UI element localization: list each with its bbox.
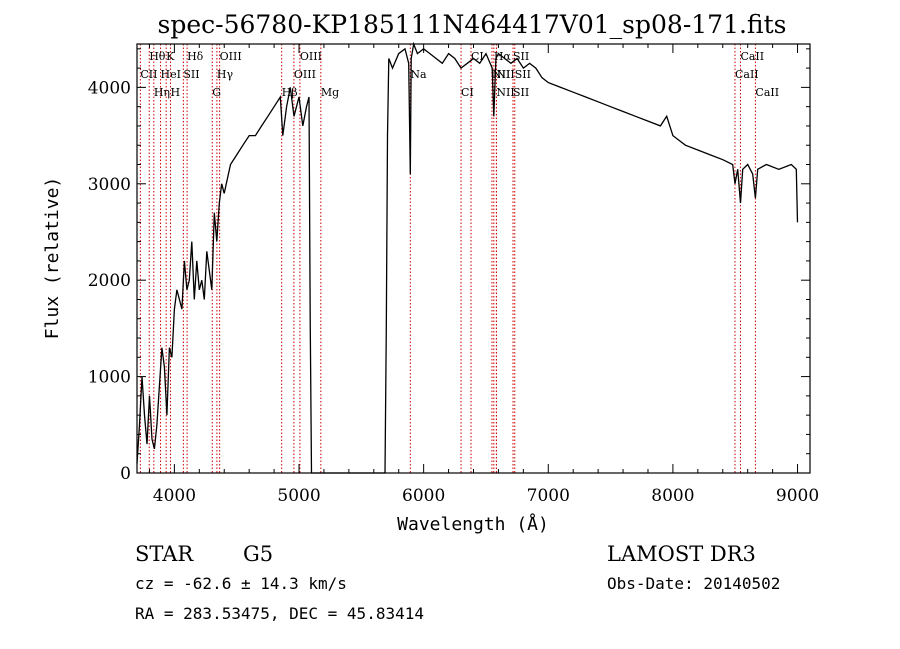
y-axis: 0 1000 2000 3000 4000	[88, 48, 810, 484]
line-marker-label: OIII	[220, 50, 242, 63]
line-marker-label: OIII	[300, 50, 322, 63]
line-marker-label: NII	[496, 68, 514, 81]
line-marker-label: Hθ	[149, 50, 166, 63]
line-marker-label: Mg	[321, 86, 339, 99]
x-tick-label: 6000	[402, 486, 445, 506]
object-subclass: G5	[243, 542, 273, 566]
x-axis-title: Wavelength (Å)	[397, 513, 549, 535]
line-marker-label: CaII	[740, 50, 764, 63]
line-marker-label: G	[212, 86, 221, 99]
line-marker-label: NII	[492, 68, 510, 81]
line-marker-label: SII	[515, 68, 531, 81]
survey-name: LAMOST DR3	[607, 542, 756, 566]
line-marker-label: CI	[461, 86, 474, 99]
y-tick-label: 3000	[88, 175, 131, 195]
line-marker-label: SII	[513, 50, 529, 63]
ra-dec-coordinates: RA = 283.53475, DEC = 45.83414	[135, 604, 424, 623]
line-marker-label: CII	[140, 68, 157, 81]
x-tick-label: 4000	[153, 486, 196, 506]
y-tick-label: 1000	[88, 368, 131, 388]
y-axis-title: Flux (relative)	[42, 177, 63, 340]
x-tick-label: 7000	[527, 486, 570, 506]
x-tick-label: 8000	[651, 486, 694, 506]
observation-date: Obs-Date: 20140502	[607, 574, 780, 593]
line-marker-label: K	[166, 50, 175, 63]
y-tick-label: 4000	[88, 78, 131, 98]
line-marker-label: HeI	[161, 68, 181, 81]
line-marker-label: CaII	[755, 86, 779, 99]
object-class: STAR	[135, 542, 194, 566]
y-tick-label: 2000	[88, 271, 131, 291]
plot-frame	[136, 43, 811, 474]
line-markers	[139, 44, 756, 473]
line-marker-label: Hη	[154, 86, 170, 99]
line-marker-label: SII	[513, 86, 529, 99]
line-marker-label: SII	[183, 68, 199, 81]
x-tick-label: 5000	[277, 486, 320, 506]
redshift-cz: cz = -62.6 ± 14.3 km/s	[135, 574, 347, 593]
x-tick-label: 9000	[776, 486, 819, 506]
line-marker-label: NII	[496, 86, 514, 99]
x-axis: 4000 5000 6000 7000 8000 9000	[148, 44, 819, 506]
line-marker-label: CaII	[735, 68, 759, 81]
line-marker-label: Na	[410, 68, 427, 81]
line-marker-label: Hδ	[187, 50, 204, 63]
y-tick-label: 0	[120, 464, 131, 484]
chart-title: spec-56780-KP185111N464417V01_sp08-171.f…	[158, 10, 787, 39]
spectrum-series-line	[136, 41, 799, 474]
line-marker-label: H	[171, 86, 181, 99]
line-marker-label: OIII	[294, 68, 316, 81]
line-marker-label: Hγ	[217, 68, 234, 81]
